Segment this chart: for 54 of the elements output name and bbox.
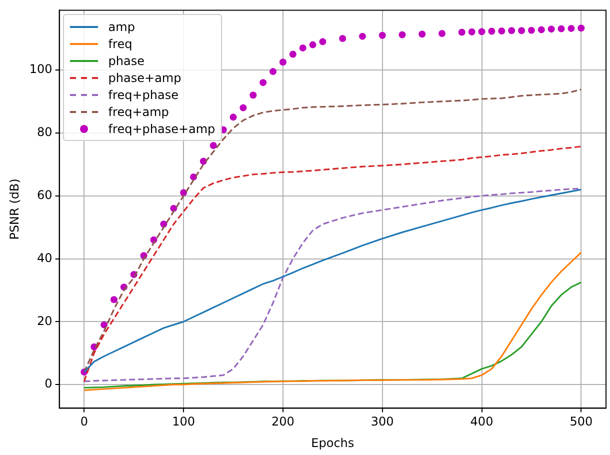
point xyxy=(528,26,535,34)
y-tick-label: 0 xyxy=(44,376,52,391)
point xyxy=(468,28,476,36)
point xyxy=(210,142,217,149)
point xyxy=(279,58,286,66)
point xyxy=(438,30,446,37)
point xyxy=(378,32,386,39)
y-axis-title: PSNR (dB) xyxy=(7,178,22,240)
y-tick-label: 80 xyxy=(37,125,52,140)
point xyxy=(319,38,326,46)
point xyxy=(478,28,486,36)
point xyxy=(578,24,585,32)
y-tick-label: 40 xyxy=(37,250,52,265)
x-tick-label: 100 xyxy=(172,414,196,429)
point xyxy=(508,27,516,34)
point xyxy=(518,27,526,34)
y-tick-label: 100 xyxy=(29,62,52,76)
point xyxy=(568,24,575,32)
point xyxy=(458,28,466,36)
line-series xyxy=(83,146,582,382)
legend-label: freq xyxy=(108,36,132,51)
x-tick-label: 300 xyxy=(370,414,394,429)
point xyxy=(240,104,247,112)
x-tick-label: 500 xyxy=(570,414,593,429)
point xyxy=(270,68,277,76)
y-tick-label: 20 xyxy=(37,314,52,328)
point xyxy=(418,30,426,38)
point xyxy=(100,321,108,328)
point xyxy=(339,35,346,42)
legend-label: phase+amp xyxy=(108,70,182,85)
point xyxy=(558,25,565,32)
point xyxy=(299,44,306,52)
point xyxy=(260,79,267,86)
y-tick-label: 60 xyxy=(37,188,52,202)
point xyxy=(250,92,257,99)
point xyxy=(538,26,545,34)
point xyxy=(110,296,118,304)
x-axis-title: Epochs xyxy=(311,436,354,450)
legend-label: freq+phase+amp xyxy=(108,122,216,136)
x-tick-label: 200 xyxy=(272,414,294,429)
legend-label: phase xyxy=(108,54,145,68)
point xyxy=(230,114,237,121)
point xyxy=(488,28,496,35)
x-tick-label: 400 xyxy=(470,414,494,429)
x-tick-label: 0 xyxy=(80,414,88,429)
legend-label: amp xyxy=(108,20,135,34)
legend-label: freq+phase xyxy=(108,88,178,102)
point xyxy=(398,31,406,38)
point xyxy=(289,50,296,58)
legend-label: freq+amp xyxy=(108,104,169,119)
point xyxy=(358,32,366,40)
point xyxy=(498,27,506,34)
point xyxy=(548,26,555,33)
point xyxy=(309,41,316,48)
